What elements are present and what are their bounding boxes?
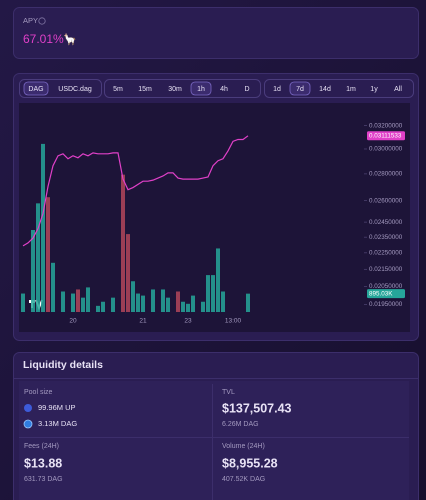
y-tick-label: 0.02450000 (369, 219, 403, 226)
apy-value: 67.01% (23, 32, 64, 46)
toolbar-button[interactable]: D (244, 86, 249, 93)
toolbar-button[interactable]: 1d (273, 86, 281, 93)
volume-bar (216, 248, 220, 312)
y-tick-label: 0.02250000 (369, 250, 403, 257)
volume-bar (201, 301, 205, 312)
volume-bar (176, 291, 180, 312)
last-value-tag (367, 289, 405, 299)
help-icon[interactable] (38, 17, 46, 25)
token-icon (24, 404, 32, 412)
x-tick-label: 13:00 (225, 318, 242, 325)
volume-bar (186, 303, 190, 312)
stat-sub: 631.73 DAG (24, 476, 63, 483)
volume-bar (136, 293, 140, 312)
volume-bar (166, 297, 170, 312)
volume-bar (211, 275, 215, 312)
volume-bar (206, 275, 210, 312)
toolbar-button[interactable]: USDC.dag (58, 86, 92, 93)
volume-bar (221, 291, 225, 312)
volume-bar (51, 262, 55, 312)
toolbar-button[interactable]: 1h (197, 86, 205, 93)
liquidity-title: Liquidity details (23, 359, 103, 371)
y-tick-label: 0.02600000 (369, 197, 403, 204)
volume-bar (61, 291, 65, 312)
interval-group (104, 79, 261, 98)
stat-sub: 6.26M DAG (222, 421, 259, 428)
y-tick-label: 0.03000000 (369, 146, 403, 153)
toolbar-button[interactable]: 15m (138, 86, 152, 93)
last-value-label: 895.03K (369, 290, 393, 297)
toolbar-button[interactable]: 1m (346, 86, 356, 93)
stat-label: Pool size (24, 389, 53, 396)
volume-bar (31, 230, 35, 312)
pair-group (19, 79, 102, 98)
volume-bar (111, 297, 115, 312)
volume-bar (151, 289, 155, 312)
apy-label: APY (23, 16, 38, 25)
toolbar-button[interactable]: DAG (28, 86, 43, 93)
volume-bar (46, 197, 50, 312)
volume-bar (36, 203, 40, 312)
stat-label: Fees (24H) (24, 443, 59, 450)
last-value-label: 0.03111533 (369, 132, 402, 139)
price-line (22, 135, 249, 247)
toggle-active (23, 81, 49, 96)
stats-panel (19, 381, 409, 500)
token-icon (23, 419, 33, 429)
toggle-active (289, 81, 311, 96)
volume-bar (121, 174, 125, 312)
volume-bar (126, 234, 130, 312)
stat-label: TVL (222, 389, 235, 396)
stat-value: $8,955.28 (222, 456, 278, 470)
y-tick-label: 0.02150000 (369, 266, 403, 273)
y-tick-label: 0.02800000 (369, 171, 403, 178)
x-tick-label: 20 (69, 318, 77, 325)
x-tick-label: 23 (184, 318, 192, 325)
stat-sub: 407.52K DAG (222, 476, 265, 483)
volume-bar (76, 289, 80, 312)
volume-bar (101, 301, 105, 312)
volume-bar (141, 295, 145, 312)
volume-bar (21, 293, 25, 312)
apy-icon: 🦙 (63, 33, 77, 46)
volume-bar (41, 143, 45, 312)
apy-card (13, 7, 419, 59)
toolbar-button[interactable]: 1y (370, 86, 378, 93)
y-tick-label: 0.01950000 (369, 301, 403, 308)
volume-bar (191, 295, 195, 312)
volume-bar (246, 293, 250, 312)
pool-item: 99.96M UP (38, 403, 76, 412)
last-value-tag (367, 131, 405, 141)
volume-bar (181, 301, 185, 312)
y-tick-label: 0.02050000 (369, 283, 403, 290)
toolbar-button[interactable]: 30m (168, 86, 182, 93)
stat-value: $137,507.43 (222, 401, 292, 415)
toolbar-button[interactable]: 14d (319, 86, 331, 93)
y-tick-label: 0.02350000 (369, 234, 403, 241)
pool-item: 3.13M DAG (38, 419, 77, 428)
range-group (264, 79, 414, 98)
toolbar-button[interactable]: All (394, 86, 402, 93)
toolbar-button[interactable]: 5m (113, 86, 123, 93)
stat-value: $13.88 (24, 456, 62, 470)
stat-label: Volume (24H) (222, 443, 265, 450)
volume-bar (81, 297, 85, 312)
x-tick-label: 21 (139, 318, 147, 325)
toggle-active (190, 81, 212, 96)
volume-bar (96, 305, 100, 312)
toolbar-button[interactable]: 7d (296, 86, 304, 93)
y-tick-label: 0.03200000 (369, 122, 403, 129)
volume-bar (86, 287, 90, 312)
volume-bar (71, 293, 75, 312)
toolbar-button[interactable]: 4h (220, 86, 228, 93)
volume-bar (131, 281, 135, 312)
volume-bar (161, 289, 165, 312)
